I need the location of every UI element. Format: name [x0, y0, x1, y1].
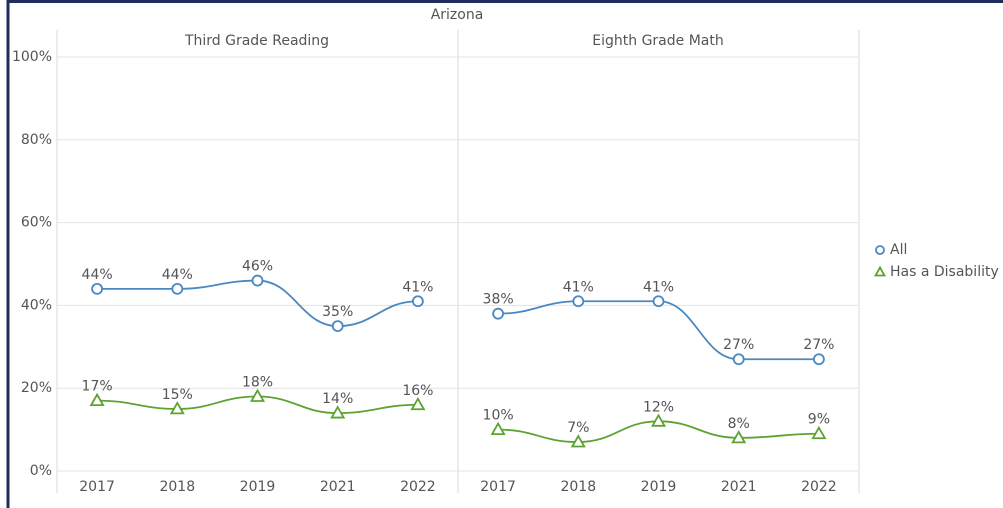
- data-label: 35%: [322, 304, 353, 320]
- data-label: 41%: [643, 279, 674, 295]
- data-label: 38%: [483, 292, 514, 308]
- x-tick-label: 2022: [400, 479, 436, 495]
- x-tick-label: 2022: [801, 479, 837, 495]
- data-label: 46%: [242, 259, 273, 275]
- marker: [731, 430, 747, 444]
- marker: [492, 307, 505, 320]
- marker: [732, 353, 745, 366]
- y-tick-label: 0%: [30, 463, 52, 479]
- marker: [490, 421, 506, 435]
- x-tick-label: 2017: [480, 479, 516, 495]
- y-tick-label: 80%: [21, 132, 52, 148]
- x-tick-label: 2017: [79, 479, 115, 495]
- data-label: 27%: [803, 337, 834, 353]
- x-tick-label: 2021: [721, 479, 757, 495]
- marker: [811, 425, 827, 440]
- y-tick-label: 20%: [21, 380, 52, 396]
- legend-label: Has a Disability: [890, 264, 999, 280]
- data-label: 41%: [402, 279, 433, 295]
- y-tick-label: 100%: [12, 49, 52, 65]
- data-label: 44%: [82, 267, 113, 283]
- data-label: 8%: [728, 416, 750, 432]
- x-tick-label: 2019: [641, 479, 677, 495]
- marker: [171, 282, 184, 295]
- marker: [330, 405, 346, 419]
- y-tick-label: 40%: [21, 297, 52, 313]
- marker: [249, 388, 266, 402]
- data-label: 16%: [402, 383, 433, 399]
- marker: [331, 320, 344, 333]
- data-label: 10%: [483, 408, 514, 424]
- marker: [91, 282, 103, 295]
- legend-marker: [875, 245, 885, 255]
- data-label: 17%: [82, 379, 113, 395]
- marker: [813, 353, 825, 366]
- series-line: [97, 279, 418, 328]
- marker: [169, 401, 185, 415]
- panel-title: Eighth Grade Math: [592, 33, 723, 49]
- data-label: 44%: [162, 267, 193, 283]
- data-label: 14%: [322, 391, 353, 407]
- data-label: 7%: [567, 420, 589, 436]
- marker: [411, 295, 424, 308]
- data-label: 15%: [162, 387, 193, 403]
- data-label: 41%: [563, 279, 594, 295]
- marker: [570, 434, 586, 448]
- y-tick-label: 60%: [21, 215, 52, 231]
- panel-title: Third Grade Reading: [184, 33, 329, 49]
- series-line: [498, 300, 819, 361]
- data-label: 12%: [643, 399, 674, 415]
- marker: [251, 274, 264, 287]
- data-label: 18%: [242, 374, 273, 390]
- x-tick-label: 2019: [240, 479, 276, 495]
- data-label: 9%: [808, 412, 830, 428]
- marker: [572, 295, 585, 308]
- marker: [650, 413, 667, 427]
- marker: [410, 396, 426, 411]
- marker: [89, 392, 105, 407]
- legend-label: All: [890, 242, 907, 258]
- marker: [652, 295, 665, 308]
- chart-title: Arizona: [431, 7, 484, 23]
- legend-marker: [873, 265, 887, 277]
- data-label: 27%: [723, 337, 754, 353]
- x-tick-label: 2018: [159, 479, 195, 495]
- x-tick-label: 2021: [320, 479, 356, 495]
- x-tick-label: 2018: [560, 479, 596, 495]
